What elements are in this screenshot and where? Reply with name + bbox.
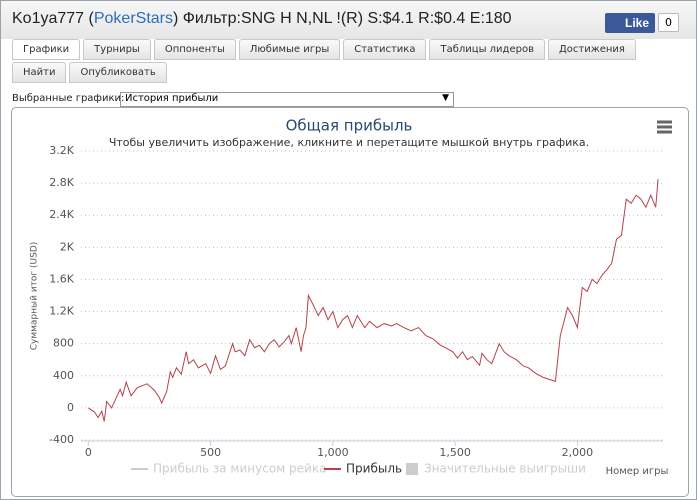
chart-subtitle: Чтобы увеличить изображение, кликните и … bbox=[109, 136, 589, 149]
chart-title: Общая прибыль bbox=[286, 117, 413, 135]
y-tick-label: 0 bbox=[67, 401, 74, 414]
tab[interactable]: Найти bbox=[12, 62, 67, 83]
legend-symbol bbox=[406, 463, 418, 475]
tab[interactable]: Опубликовать bbox=[69, 62, 167, 83]
tab[interactable]: Турниры bbox=[83, 39, 151, 60]
y-tick-label: -400 bbox=[49, 433, 74, 446]
y-axis-label: Суммарный итог (USD) bbox=[30, 242, 40, 351]
header-title: Ko1ya777 (PokerStars) Фильтр:SNG H N,NL … bbox=[12, 10, 512, 28]
like-count: 0 bbox=[658, 13, 679, 32]
profit-line bbox=[88, 179, 659, 422]
legend-label[interactable]: Значительные выигрыши bbox=[424, 462, 586, 476]
x-tick-label: 1,000 bbox=[317, 446, 349, 459]
y-tick-label: 1.6K bbox=[49, 272, 74, 285]
y-tick-label: 2K bbox=[60, 240, 75, 253]
menu-icon[interactable] bbox=[657, 120, 672, 134]
selector-value: История прибыли bbox=[125, 93, 219, 104]
selector-label: Выбранные графики: bbox=[12, 93, 125, 104]
site-link[interactable]: PokerStars bbox=[93, 10, 173, 27]
y-tick-label: 400 bbox=[53, 369, 74, 382]
y-tick-label: 1.2K bbox=[49, 305, 74, 318]
tab[interactable]: Любимые игры bbox=[238, 39, 341, 60]
player: Ko1ya777 ( bbox=[12, 10, 94, 27]
tab[interactable]: Графики bbox=[12, 39, 81, 60]
legend-label[interactable]: Прибыль за минусом рейка bbox=[153, 462, 326, 476]
x-tick-label: 1,500 bbox=[439, 446, 471, 459]
tab[interactable]: Достижения bbox=[547, 39, 636, 60]
x-axis-label: Номер игры bbox=[606, 466, 669, 477]
like-button[interactable]: Like bbox=[605, 13, 656, 33]
chart-frame bbox=[11, 107, 689, 497]
header bbox=[1, 1, 696, 39]
y-tick-label: 3.2K bbox=[49, 144, 74, 157]
tab[interactable]: Статистика bbox=[343, 39, 427, 60]
tab[interactable]: Таблицы лидеров bbox=[429, 39, 545, 60]
y-tick-label: 800 bbox=[53, 337, 74, 350]
filter: ) Фильтр:SNG H N,NL !(R) S:$4.1 R:$0.4 E… bbox=[172, 10, 512, 27]
legend-label[interactable]: Прибыль bbox=[346, 462, 402, 476]
y-tick-label: 2.8K bbox=[49, 176, 74, 189]
y-tick-label: 2.4K bbox=[49, 208, 74, 221]
tabs: Графики Турниры Оппоненты Любимые игры Стати… bbox=[12, 39, 642, 83]
selector[interactable]: История прибыли ▼ bbox=[120, 92, 454, 107]
tab[interactable]: Оппоненты bbox=[153, 39, 236, 60]
dropdown-arrow: ▼ bbox=[442, 93, 449, 103]
x-tick-label: 2,000 bbox=[562, 446, 594, 459]
x-tick-label: 0 bbox=[85, 446, 92, 459]
x-tick-label: 500 bbox=[200, 446, 221, 459]
